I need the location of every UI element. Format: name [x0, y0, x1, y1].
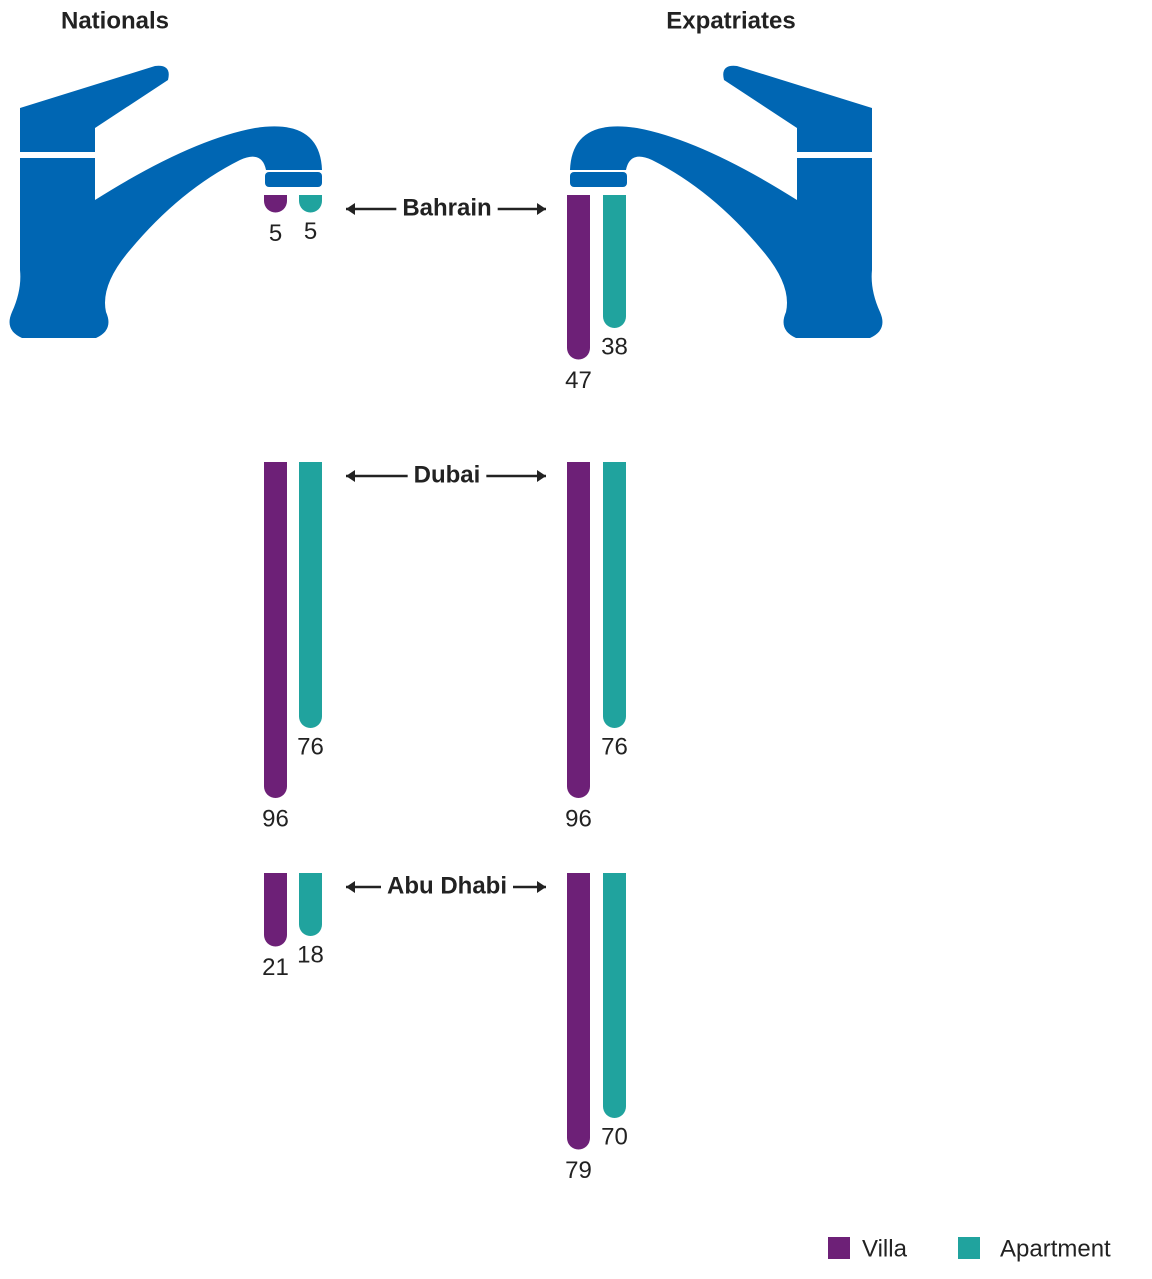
bar — [299, 873, 322, 936]
bar — [264, 462, 287, 798]
region-label: Bahrain — [402, 194, 491, 221]
arrow-head — [537, 881, 546, 893]
legend-swatch — [828, 1237, 850, 1259]
value-label: 5 — [304, 218, 317, 245]
bar — [567, 462, 590, 798]
legend-label: Villa — [862, 1235, 908, 1262]
faucet-left — [9, 65, 323, 338]
arrow-head — [537, 470, 546, 482]
panel-title: Nationals — [61, 7, 169, 34]
value-label: 47 — [565, 367, 592, 394]
bar — [299, 462, 322, 728]
bar — [603, 462, 626, 728]
value-label: 96 — [262, 805, 289, 832]
value-label: 76 — [601, 733, 628, 760]
region-label: Abu Dhabi — [387, 872, 507, 899]
value-label: 38 — [601, 333, 628, 360]
value-label: 70 — [601, 1123, 628, 1150]
arrow-head — [346, 470, 355, 482]
value-label: 18 — [297, 941, 324, 968]
legend-label: Apartment — [1000, 1235, 1111, 1262]
value-label: 76 — [297, 733, 324, 760]
bar — [603, 873, 626, 1118]
bar — [264, 195, 287, 213]
value-label: 79 — [565, 1157, 592, 1184]
value-label: 96 — [565, 805, 592, 832]
bar — [264, 873, 287, 947]
value-label: 5 — [269, 220, 282, 247]
region-label: Dubai — [414, 461, 481, 488]
arrow-head — [537, 203, 546, 215]
legend-swatch — [958, 1237, 980, 1259]
panel-title: Expatriates — [666, 7, 795, 34]
value-label: 21 — [262, 954, 289, 981]
arrow-head — [346, 881, 355, 893]
faucet-right — [570, 65, 883, 338]
bar — [567, 873, 590, 1150]
arrow-head — [346, 203, 355, 215]
bar — [603, 195, 626, 328]
bar — [299, 195, 322, 213]
bar — [567, 195, 590, 360]
